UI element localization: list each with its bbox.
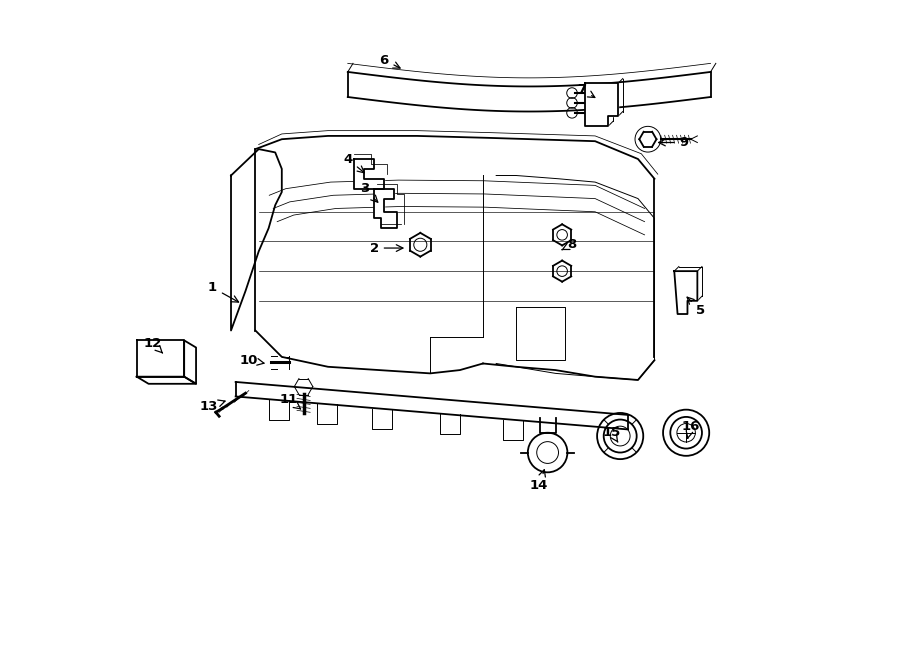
Text: 14: 14	[530, 470, 548, 492]
Polygon shape	[355, 159, 384, 188]
Polygon shape	[231, 149, 282, 330]
Text: 13: 13	[200, 400, 225, 413]
Polygon shape	[585, 83, 618, 126]
Polygon shape	[674, 271, 698, 314]
Text: 5: 5	[687, 297, 706, 317]
Text: 9: 9	[659, 136, 688, 149]
Text: 11: 11	[279, 393, 301, 409]
Polygon shape	[374, 188, 397, 228]
Text: 7: 7	[578, 83, 595, 97]
Text: 16: 16	[681, 420, 700, 438]
Text: 1: 1	[208, 281, 238, 302]
Text: 2: 2	[370, 241, 403, 254]
Text: 15: 15	[602, 426, 621, 442]
Text: 8: 8	[562, 238, 577, 251]
Text: 6: 6	[380, 54, 400, 68]
Text: 3: 3	[360, 182, 378, 202]
Text: 10: 10	[239, 354, 264, 367]
Text: 4: 4	[343, 153, 364, 173]
Text: 12: 12	[144, 337, 163, 353]
